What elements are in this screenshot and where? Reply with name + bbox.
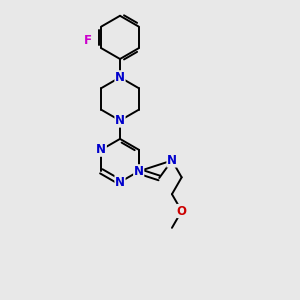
Text: N: N <box>167 154 177 167</box>
Text: N: N <box>115 114 125 127</box>
Text: N: N <box>96 143 106 156</box>
Text: N: N <box>134 165 144 178</box>
Text: N: N <box>115 71 125 84</box>
Text: F: F <box>84 34 92 47</box>
Text: O: O <box>177 205 187 218</box>
Text: N: N <box>115 176 125 189</box>
